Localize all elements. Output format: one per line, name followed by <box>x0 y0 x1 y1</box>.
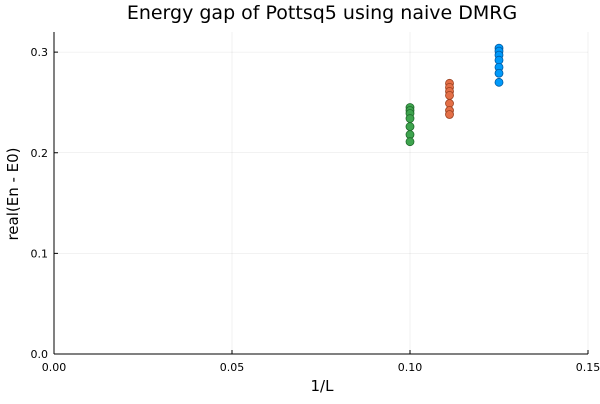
x-axis-label: 1/L <box>311 377 335 395</box>
y-tick-label: 0.0 <box>31 348 49 361</box>
series-2 <box>406 103 414 145</box>
x-tick-label: 0.15 <box>576 361 600 374</box>
data-point <box>446 91 454 99</box>
grid <box>54 32 588 354</box>
data-point <box>406 123 414 131</box>
data-point <box>446 111 454 119</box>
data-point <box>495 69 503 77</box>
data-points <box>406 44 503 146</box>
y-tick-label: 0.1 <box>31 247 49 260</box>
data-point <box>406 115 414 123</box>
x-tick-label: 0.00 <box>42 361 67 374</box>
axes <box>54 32 588 354</box>
data-point <box>495 78 503 86</box>
y-tick-label: 0.2 <box>31 147 49 160</box>
x-tick-label: 0.10 <box>398 361 423 374</box>
tick-labels: 0.00 0.05 0.10 0.15 0.0 0.1 0.2 0.3 <box>31 46 600 374</box>
y-axis-label: real(En - E0) <box>4 147 22 240</box>
chart-title: Energy gap of Pottsq5 using naive DMRG <box>127 2 517 24</box>
series-1 <box>446 79 454 118</box>
series-0 <box>495 44 503 86</box>
data-point <box>406 138 414 146</box>
y-tick-label: 0.3 <box>31 46 49 59</box>
x-tick-label: 0.05 <box>220 361 245 374</box>
